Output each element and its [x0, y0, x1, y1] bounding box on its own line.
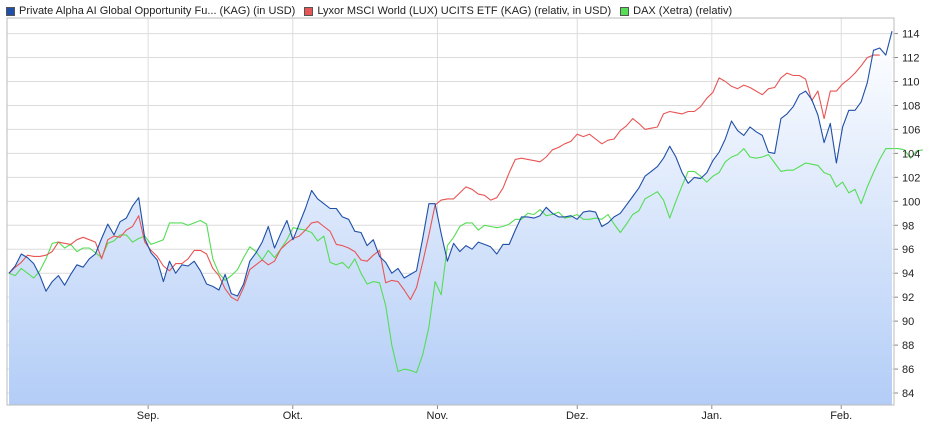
y-tick-label: 110: [902, 77, 920, 89]
fund-area-fill: [9, 31, 892, 405]
legend-label-msci-world: Lyxor MSCI World (LUX) UCITS ETF (KAG) (…: [317, 5, 612, 17]
y-tick-label: 98: [902, 220, 914, 232]
y-tick-label: 90: [902, 316, 914, 328]
chart-legend: Private Alpha AI Global Opportunity Fu..…: [6, 4, 741, 18]
y-tick-label: 102: [902, 172, 920, 184]
x-tick-label: Dez.: [566, 410, 589, 422]
legend-swatch-fund: [6, 6, 15, 16]
y-tick-label: 108: [902, 100, 920, 112]
y-tick-label: 86: [902, 364, 914, 376]
series-line-dax: [8, 148, 924, 374]
y-tick-label: 94: [902, 268, 914, 280]
y-tick-label: 112: [902, 53, 920, 65]
series-lines: [8, 31, 924, 374]
series-line-fund: [8, 31, 893, 297]
legend-swatch-dax: [620, 6, 630, 16]
x-tick-label: Sep.: [137, 410, 160, 422]
y-tick-label: 100: [902, 196, 920, 208]
x-tick-label: Nov.: [427, 410, 449, 422]
plot-border: [6, 17, 895, 406]
legend-item-dax[interactable]: DAX (Xetra) (relativ): [620, 5, 732, 17]
y-tick-label: 104: [902, 148, 920, 160]
legend-label-fund: Private Alpha AI Global Opportunity Fu..…: [19, 5, 296, 17]
x-axis-ticks: Sep. Okt. Nov. Dez. Jan. Feb.: [137, 405, 852, 422]
y-tick-label: 92: [902, 292, 914, 304]
y-tick-label: 96: [902, 244, 914, 256]
x-tick-label: Jan.: [701, 410, 722, 422]
x-tick-label: Feb.: [830, 410, 852, 422]
y-axis-ticks: 84 86 88 90 92 94 96 98 100 102 104 106 108 110 112 114: [894, 29, 920, 400]
y-tick-label: 114: [902, 29, 920, 41]
fund-area: [9, 31, 892, 405]
legend-item-msci-world[interactable]: Lyxor MSCI World (LUX) UCITS ETF (KAG) (…: [304, 5, 611, 17]
legend-item-fund[interactable]: Private Alpha AI Global Opportunity Fu..…: [6, 5, 295, 17]
x-tick-label: Okt.: [283, 410, 303, 422]
y-tick-label: 88: [902, 340, 914, 352]
series-line-msci-world: [8, 54, 880, 302]
legend-swatch-msci-world: [304, 6, 314, 16]
legend-label-dax: DAX (Xetra) (relativ): [633, 5, 733, 17]
y-tick-label: 84: [902, 388, 914, 400]
y-tick-label: 106: [902, 124, 920, 136]
